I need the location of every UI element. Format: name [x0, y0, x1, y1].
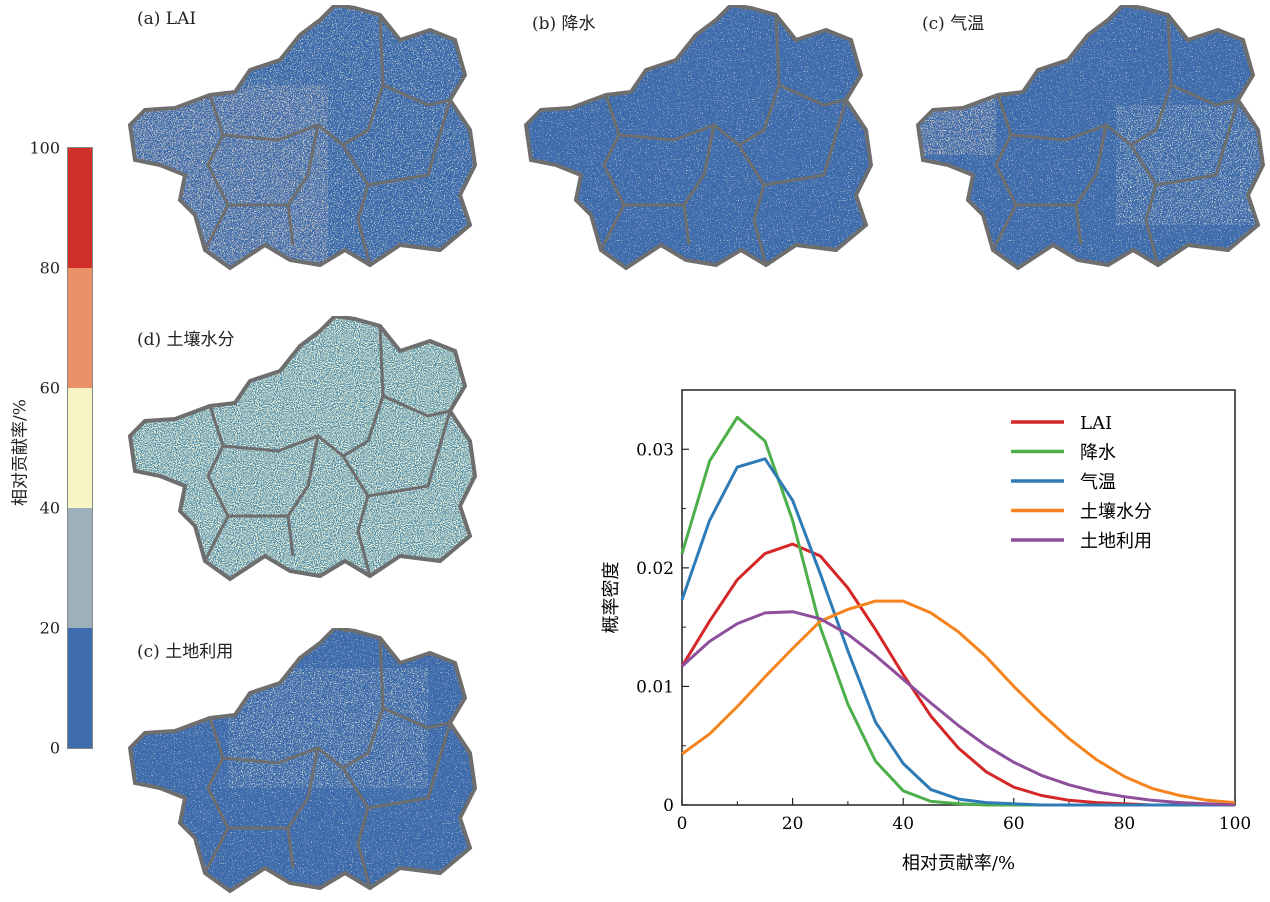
map-lai — [128, 5, 477, 270]
map-soil-moisture — [128, 316, 477, 581]
series-line-1 — [680, 415, 1235, 807]
legend-label-0: LAI — [1080, 413, 1112, 434]
colorbar-bin-0-20 — [68, 628, 92, 748]
map-label-land-use: (c) 土地利用 — [137, 642, 234, 662]
map-label-lai: (a) LAI — [137, 9, 197, 29]
colorbar-title: 相对贡献率/% — [10, 399, 31, 506]
legend-label-3: 土壤水分 — [1080, 502, 1152, 523]
x-tick-label: 80 — [1114, 814, 1136, 834]
series-line-3 — [681, 599, 1236, 805]
legend-label-2: 气温 — [1080, 472, 1116, 493]
colorbar-bin-40-60 — [68, 388, 92, 508]
y-tick-label: 0 — [663, 796, 674, 816]
colorbar-bin-20-40 — [68, 508, 92, 628]
colorbar-bin-80-100 — [68, 148, 92, 268]
plot-frame — [681, 389, 1236, 806]
series-line-0 — [680, 542, 1235, 807]
legend-label-4: 土地利用 — [1080, 531, 1152, 552]
colorbar-tick: 80 — [39, 258, 60, 278]
map-label-soil-moisture: (d) 土壤水分 — [137, 330, 235, 350]
y-tick-label: 0.03 — [636, 440, 674, 460]
y-tick-label: 0.02 — [636, 559, 674, 579]
map-land-use — [128, 628, 477, 893]
x-tick-label: 60 — [1003, 814, 1025, 834]
colorbar-tick: 60 — [39, 378, 60, 398]
x-axis-label: 相对贡献率/% — [902, 853, 1015, 874]
legend-label-1: 降水 — [1080, 443, 1116, 464]
colorbar-tick: 0 — [49, 738, 60, 758]
x-tick-label: 100 — [1219, 814, 1251, 834]
colorbar-tick: 20 — [39, 618, 60, 638]
x-tick-label: 20 — [782, 814, 804, 834]
map-temperature — [916, 5, 1265, 270]
map-precipitation — [524, 5, 873, 270]
colorbar-tick: 100 — [29, 138, 60, 158]
x-tick-label: 40 — [892, 814, 914, 834]
colorbar-frame — [67, 147, 93, 749]
series-line-2 — [680, 457, 1235, 807]
colorbar-tick: 40 — [39, 498, 60, 518]
map-label-temperature: (c) 气温 — [922, 14, 985, 34]
y-axis-label: 概率密度 — [601, 562, 622, 634]
series-line-4 — [680, 610, 1236, 807]
y-tick-label: 0.01 — [636, 677, 674, 697]
colorbar-bin-60-80 — [68, 268, 92, 388]
map-label-precipitation: (b) 降水 — [532, 14, 596, 34]
x-tick-label: 0 — [677, 814, 688, 834]
